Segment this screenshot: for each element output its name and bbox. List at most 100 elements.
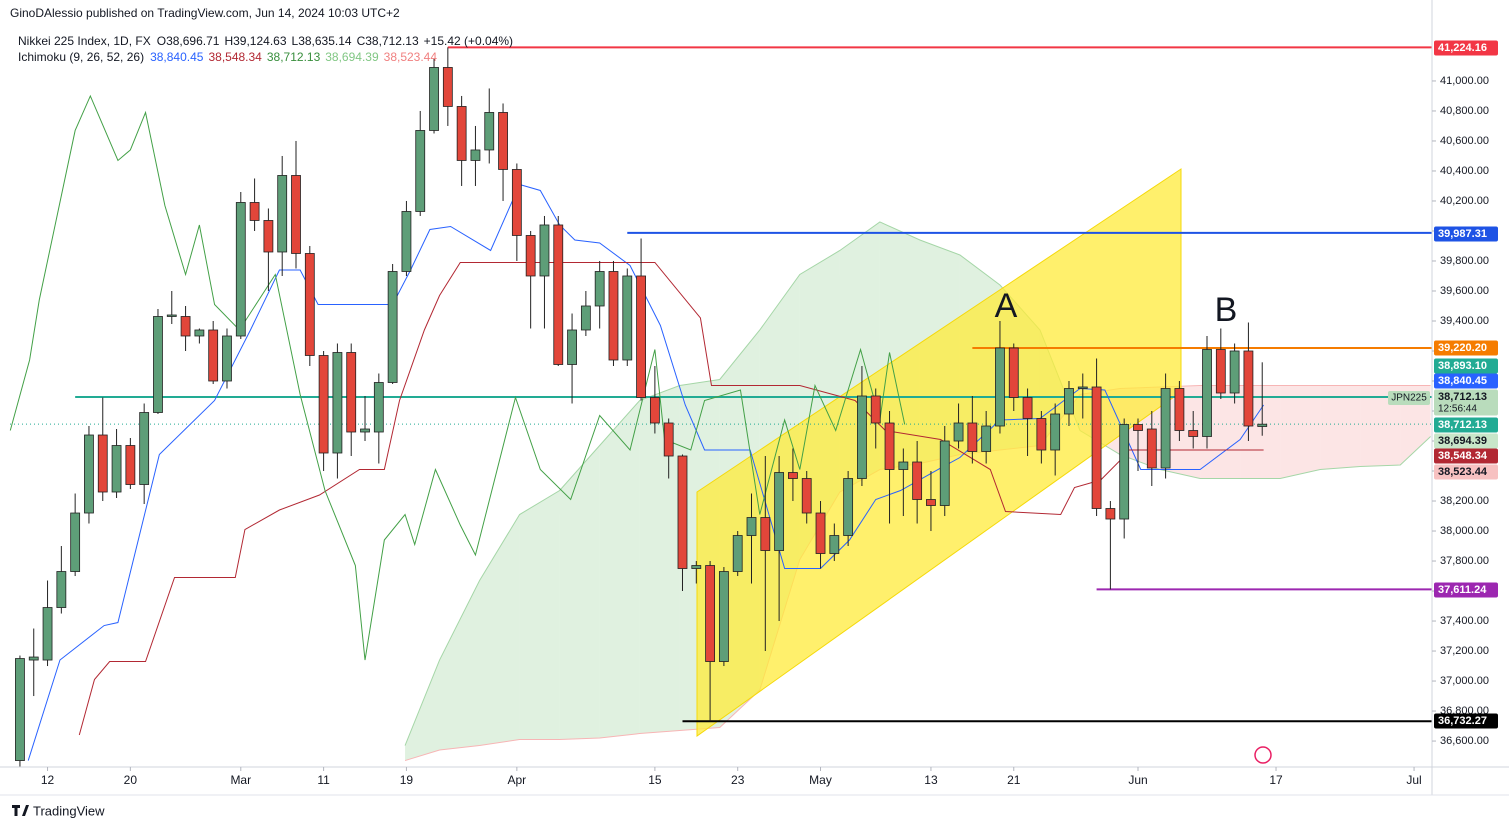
- price-badge: [1434, 389, 1498, 416]
- x-tick-label: Apr: [508, 773, 527, 787]
- candle-body: [263, 220, 274, 253]
- price-badge: [1434, 417, 1498, 433]
- price-badge-label: 38,548.34: [1438, 450, 1488, 462]
- footer-brand: TradingView: [33, 803, 105, 818]
- candle-body: [801, 478, 812, 514]
- y-tick-label: 38,200.00: [1440, 495, 1489, 507]
- cloud-segment: [405, 660, 440, 761]
- badges-layer: 41,224.16 39,987.31 39,220.20 38,893.10 38,8…: [1388, 40, 1498, 729]
- legend-value: H39,124.63: [224, 34, 286, 48]
- legend-value: +15.42 (+0.04%): [424, 34, 513, 48]
- candle-body: [580, 305, 591, 331]
- x-tick-label: May: [809, 773, 832, 787]
- candle-body: [373, 382, 384, 433]
- indicator-value: 38,840.45: [150, 50, 204, 64]
- cloud-segment: [639, 385, 680, 734]
- candle-body: [194, 329, 205, 337]
- x-tick-label: 19: [400, 773, 414, 787]
- candle-body: [774, 472, 785, 551]
- candle-body: [732, 535, 743, 572]
- candle-body: [1050, 413, 1061, 451]
- candle-body: [125, 445, 136, 485]
- candle-body: [663, 422, 674, 457]
- y-tick-label: 38,000.00: [1440, 525, 1489, 537]
- candle-body: [843, 478, 854, 536]
- legend-value: C38,712.13: [357, 34, 419, 48]
- cloud-segment: [1360, 385, 1401, 467]
- indicator-value: 38,548.34: [208, 50, 262, 64]
- candle-body: [235, 202, 246, 337]
- price-badge: [1434, 226, 1498, 242]
- candle-body: [1188, 430, 1199, 437]
- candle-body: [332, 352, 343, 454]
- y-tick-label: 36,600.00: [1440, 735, 1489, 747]
- candle-body: [139, 412, 150, 485]
- candle-body: [277, 175, 288, 253]
- price-badge-label: 38,712.13: [1438, 419, 1487, 431]
- candle-body: [56, 571, 67, 608]
- candle-body: [1160, 388, 1171, 469]
- cloud-segment: [1400, 385, 1431, 466]
- logo: [12, 805, 29, 816]
- candle-body: [470, 149, 481, 161]
- indicator-line: [27, 183, 1265, 761]
- alert-icon[interactable]: [1254, 746, 1272, 764]
- candle-body: [1243, 350, 1254, 427]
- candle-body: [649, 397, 660, 424]
- x-tick-label: 11: [317, 773, 330, 787]
- price-badge: [1434, 433, 1498, 449]
- candle-body: [111, 445, 122, 493]
- candle-body: [401, 211, 412, 272]
- symbol-label: JPN225: [1391, 393, 1427, 404]
- candle-body: [857, 395, 867, 479]
- y-tick-label: 39,800.00: [1440, 255, 1489, 267]
- candle-body: [1215, 349, 1226, 394]
- candle-body: [691, 565, 702, 569]
- price-badge: [1434, 448, 1498, 464]
- price-badge-label: 39,987.31: [1438, 228, 1487, 240]
- candle-body: [760, 517, 771, 551]
- candle-body: [42, 607, 53, 661]
- price-badge: [1434, 40, 1498, 56]
- cloud-segment: [519, 490, 560, 740]
- candle-body: [498, 112, 508, 170]
- price-badge: [1434, 373, 1498, 389]
- annotation: B: [1215, 291, 1238, 329]
- candle-body: [1133, 424, 1143, 431]
- x-tick-label: 20: [124, 773, 138, 787]
- candle-body: [84, 434, 94, 514]
- indicator-value: 38,523.44: [384, 50, 438, 64]
- candle-body: [898, 461, 909, 470]
- candle-body: [608, 271, 619, 361]
- candle-body: [1174, 388, 1185, 431]
- candles-layer: [15, 47, 1268, 767]
- indicator-value: 38,694.39: [325, 50, 379, 64]
- x-tick-label: 17: [1269, 773, 1283, 787]
- annotation: A: [995, 287, 1018, 325]
- price-badge: [1434, 713, 1498, 729]
- candle-body: [829, 535, 840, 554]
- candle-body: [511, 169, 522, 236]
- y-tick-label: 40,800.00: [1440, 105, 1489, 117]
- candle-body: [705, 565, 715, 662]
- candle-body: [249, 202, 260, 221]
- price-badge-label: 36,732.27: [1438, 715, 1487, 727]
- indicator-line: [9, 94, 906, 661]
- candle-body: [222, 335, 232, 382]
- candle-body: [442, 67, 453, 107]
- candle-body: [553, 224, 564, 365]
- candle-body: [97, 434, 108, 493]
- countdown: 12:56:44: [1438, 404, 1477, 415]
- price-badge-label: 41,224.16: [1438, 42, 1487, 54]
- candle-body: [360, 428, 370, 433]
- candle-body: [346, 352, 357, 433]
- candle-body: [1202, 349, 1212, 437]
- candle-body: [677, 455, 688, 569]
- candle-body: [1036, 418, 1047, 451]
- price-badge-label: 38,523.44: [1438, 466, 1488, 478]
- candle-body: [953, 422, 964, 442]
- candle-body: [995, 347, 1005, 427]
- y-tick-label: 37,800.00: [1440, 555, 1489, 567]
- cloud-segment: [439, 580, 480, 751]
